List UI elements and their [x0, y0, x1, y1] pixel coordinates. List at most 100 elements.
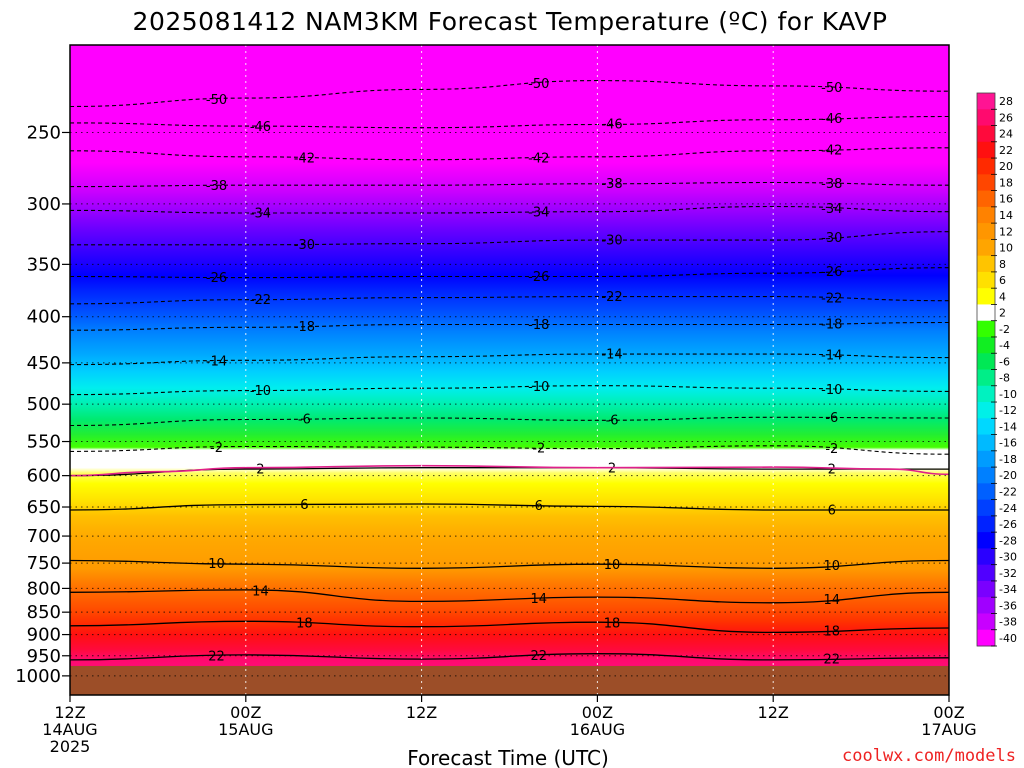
contour-label--14: -14: [821, 349, 842, 364]
y-tick-label: 900: [27, 625, 61, 646]
contour-label-10: 10: [824, 559, 841, 574]
contour-label--22: -22: [601, 290, 622, 305]
colorbar-label: -20: [999, 469, 1017, 482]
colorbar-swatch: [977, 483, 995, 501]
contour-label--2: -2: [532, 442, 545, 457]
colorbar-swatch: [977, 174, 995, 192]
colorbar-label: -30: [999, 551, 1017, 564]
colorbar-label: -12: [999, 404, 1017, 417]
contour-line--34: [69, 205, 950, 214]
contour-label--30: -30: [294, 238, 315, 253]
colorbar-label: -26: [999, 518, 1017, 531]
contour-label-22: 22: [531, 649, 548, 664]
x-tick-label: 00Z: [582, 703, 613, 722]
contour-line-2: [69, 467, 949, 477]
colorbar-label: -34: [999, 583, 1017, 596]
colorbar-swatch: [977, 336, 995, 354]
y-tick-label: 800: [27, 578, 61, 599]
contour-label--46: -46: [821, 112, 842, 127]
contour-line-18: [69, 620, 950, 634]
x-tick-label: 00Z: [933, 703, 964, 722]
contour-label--42: -42: [528, 151, 549, 166]
contour-label--34: -34: [250, 206, 271, 221]
contour-label--34: -34: [821, 202, 842, 217]
contour-label--46: -46: [601, 118, 622, 133]
contour-line-10: [69, 559, 950, 569]
colorbar-label: 24: [999, 128, 1013, 141]
x-tick-label: 12Z: [406, 703, 437, 722]
contour-label-2: 2: [828, 463, 836, 478]
contour-label--26: -26: [821, 265, 842, 280]
contour-line--50: [69, 80, 950, 108]
surface-ground: [70, 665, 949, 695]
colorbar-swatch: [977, 271, 995, 289]
contour-label--14: -14: [601, 348, 622, 363]
contour-label-6: 6: [300, 498, 308, 513]
chart-title: 2025081412 NAM3KM Forecast Temperature (…: [133, 7, 888, 36]
colorbar-swatch: [977, 369, 995, 387]
contour-label-22: 22: [208, 649, 225, 664]
y-tick-label: 350: [27, 254, 61, 275]
y-tick-label: 700: [27, 526, 61, 547]
y-tick-label: 250: [27, 122, 61, 143]
contour-label--38: -38: [206, 179, 227, 194]
x-tick-label: 2025: [50, 737, 91, 756]
contour-line--46: [69, 115, 950, 129]
x-tick-label: 12Z: [54, 703, 85, 722]
colorbar-label: -4: [999, 339, 1010, 352]
y-tick-label: 600: [27, 466, 61, 487]
colorbar-label: 18: [999, 177, 1013, 190]
colorbar-swatch: [977, 385, 995, 403]
colorbar-swatch: [977, 93, 995, 110]
contour-line--42: [69, 147, 950, 161]
colorbar-swatch: [977, 255, 995, 273]
contour-label-6: 6: [828, 504, 836, 519]
colorbar-swatch: [977, 629, 995, 647]
x-tick-label: 15AUG: [218, 720, 273, 739]
x-tick-label: 17AUG: [921, 720, 976, 739]
contour-label-14: 14: [252, 584, 269, 599]
colorbar-label: 22: [999, 144, 1013, 157]
contour-label-10: 10: [208, 557, 225, 572]
colorbar-swatch: [977, 288, 995, 305]
colorbar-swatch: [977, 515, 995, 533]
colorbar-label: 2: [999, 307, 1006, 320]
x-tick-label: 12Z: [758, 703, 789, 722]
x-tick-label: 00Z: [230, 703, 261, 722]
colorbar-label: -14: [999, 420, 1017, 433]
field-shading: [70, 45, 949, 695]
colorbar-label: -8: [999, 372, 1010, 385]
contour-label-2: 2: [608, 461, 616, 476]
colorbar-swatch: [977, 467, 995, 484]
contour-label--26: -26: [528, 270, 549, 285]
x-axis-label: Forecast Time (UTC): [407, 746, 609, 768]
colorbar-swatch: [977, 548, 995, 566]
colorbar-swatch: [977, 125, 995, 143]
contour-label--38: -38: [821, 177, 842, 192]
contour-label--30: -30: [821, 231, 842, 246]
contour-label--22: -22: [821, 291, 842, 306]
colorbar-label: -40: [999, 632, 1017, 645]
contour-label-18: 18: [296, 617, 313, 632]
y-tick-label: 500: [27, 394, 61, 415]
credit-link[interactable]: coolwx.com/models: [842, 746, 1016, 766]
colorbar-label: 20: [999, 160, 1013, 173]
freezing-line: [69, 464, 950, 477]
contour-line-22: [69, 653, 950, 661]
contour-label--46: -46: [250, 120, 271, 135]
colorbar-label: -24: [999, 502, 1017, 515]
contour-label--26: -26: [206, 271, 227, 286]
colorbar-swatch: [977, 304, 995, 322]
contour-label-18: 18: [604, 617, 621, 632]
colorbar-swatch: [977, 418, 995, 436]
plot-frame: [69, 44, 950, 696]
y-tick-label: 450: [27, 353, 61, 374]
y-tick-label: 300: [27, 194, 61, 215]
contour-label--38: -38: [601, 177, 622, 192]
colorbar-swatch: [977, 499, 995, 517]
colorbar-label: -10: [999, 388, 1017, 401]
colorbar-label: 14: [999, 209, 1013, 222]
colorbar-legend: 28 26 24 22 20 18 16 14 12 10 8 6 4 2 -2 -4 -6 -8 -10 -12 -1…: [976, 92, 1017, 647]
colorbar-swatch: [977, 158, 995, 175]
